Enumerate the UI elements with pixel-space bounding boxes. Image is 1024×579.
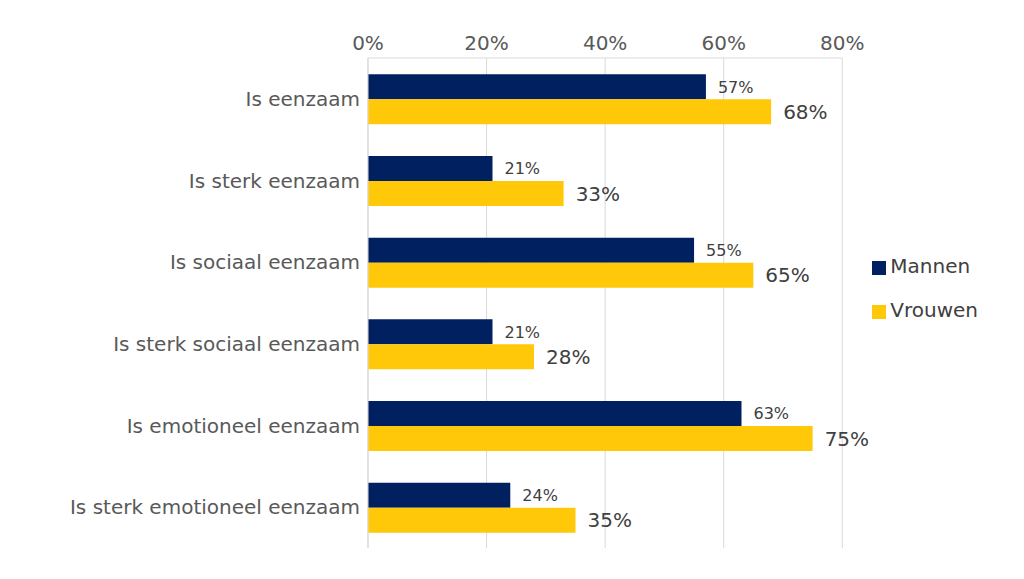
svg-text:68%: 68% [783, 100, 827, 124]
svg-text:28%: 28% [546, 345, 590, 369]
html-text:Mannen: Mannen [890, 254, 971, 278]
svg-text:80%: 80% [820, 31, 864, 55]
svg-text:60%: 60% [701, 31, 745, 55]
svg-text:65%: 65% [765, 263, 809, 287]
svg-text:24%: 24% [522, 486, 558, 505]
svg-text:55%: 55% [706, 241, 742, 260]
svg-text:20%: 20% [464, 31, 508, 55]
svg-text:Is sterk sociaal eenzaam: Is sterk sociaal eenzaam [113, 332, 360, 356]
svg-text:Is sterk eenzaam: Is sterk eenzaam [189, 169, 360, 193]
svg-text:Is sociaal eenzaam: Is sociaal eenzaam [170, 250, 360, 274]
svg-text:35%: 35% [587, 508, 631, 532]
svg-text:63%: 63% [753, 404, 789, 423]
svg-text:75%: 75% [825, 427, 869, 451]
svg-text:0%: 0% [352, 31, 384, 55]
svg-text:Is emotioneel eenzaam: Is emotioneel eenzaam [127, 414, 360, 438]
svg-text:21%: 21% [504, 323, 540, 342]
svg-text:21%: 21% [504, 159, 540, 178]
html-text:Vrouwen: Vrouwen [890, 298, 978, 322]
svg-text:Is eenzaam: Is eenzaam [246, 87, 360, 111]
svg-text:Is sterk emotioneel eenzaam: Is sterk emotioneel eenzaam [70, 495, 360, 519]
svg-text:40%: 40% [583, 31, 627, 55]
svg-text:33%: 33% [576, 182, 620, 206]
svg-text:57%: 57% [718, 78, 754, 97]
